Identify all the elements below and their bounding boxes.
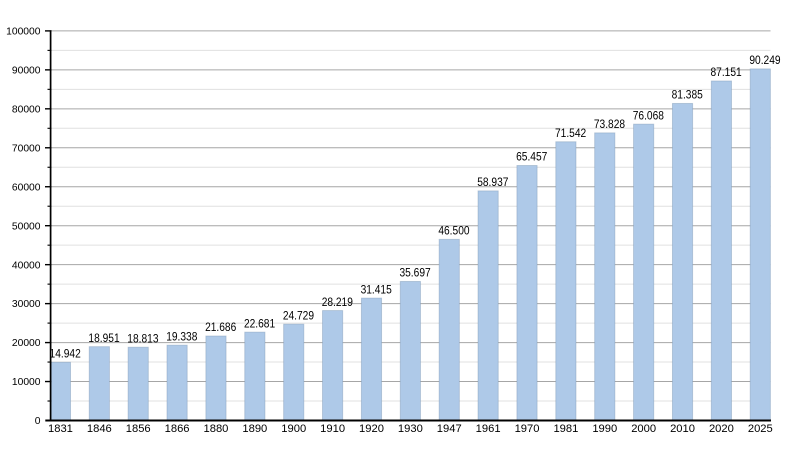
svg-text:18.813: 18.813 (127, 333, 158, 345)
svg-text:2025: 2025 (748, 423, 773, 435)
svg-text:1900: 1900 (281, 423, 306, 435)
svg-text:1866: 1866 (165, 423, 190, 435)
svg-text:21.686: 21.686 (205, 322, 236, 334)
svg-text:1930: 1930 (398, 423, 423, 435)
svg-text:1846: 1846 (87, 423, 112, 435)
svg-text:0: 0 (35, 416, 41, 427)
svg-text:28.219: 28.219 (322, 297, 353, 309)
svg-text:100000: 100000 (6, 27, 41, 38)
svg-text:22.681: 22.681 (244, 318, 275, 330)
svg-text:80000: 80000 (12, 104, 41, 115)
svg-text:90.249: 90.249 (749, 55, 780, 67)
svg-text:14.942: 14.942 (50, 348, 81, 360)
svg-text:2010: 2010 (670, 423, 695, 435)
svg-text:71.542: 71.542 (555, 128, 586, 140)
svg-text:1961: 1961 (476, 423, 501, 435)
svg-text:1831: 1831 (48, 423, 73, 435)
svg-text:76.068: 76.068 (633, 110, 664, 122)
svg-text:24.729: 24.729 (283, 310, 314, 322)
svg-text:58.937: 58.937 (477, 177, 508, 189)
svg-text:20000: 20000 (12, 338, 41, 349)
svg-text:2020: 2020 (709, 423, 734, 435)
svg-text:40000: 40000 (12, 260, 41, 271)
svg-text:1920: 1920 (359, 423, 384, 435)
svg-text:87.151: 87.151 (711, 67, 742, 79)
svg-text:1947: 1947 (437, 423, 462, 435)
svg-text:18.951: 18.951 (88, 333, 119, 345)
svg-text:1970: 1970 (515, 423, 540, 435)
svg-text:70000: 70000 (12, 143, 41, 154)
svg-text:60000: 60000 (12, 182, 41, 193)
svg-text:19.338: 19.338 (166, 331, 197, 343)
svg-text:1890: 1890 (242, 423, 267, 435)
svg-text:1990: 1990 (592, 423, 617, 435)
svg-text:1880: 1880 (204, 423, 229, 435)
svg-text:46.500: 46.500 (438, 226, 469, 238)
svg-text:1981: 1981 (553, 423, 578, 435)
svg-text:50000: 50000 (12, 221, 41, 232)
svg-text:35.697: 35.697 (399, 268, 430, 280)
svg-text:1856: 1856 (126, 423, 151, 435)
svg-text:30000: 30000 (12, 299, 41, 310)
svg-text:31.415: 31.415 (361, 284, 392, 296)
svg-text:65.457: 65.457 (516, 152, 547, 164)
svg-text:81.385: 81.385 (672, 90, 703, 102)
svg-text:2000: 2000 (631, 423, 656, 435)
svg-text:73.828: 73.828 (594, 119, 625, 131)
svg-text:10000: 10000 (12, 377, 41, 388)
svg-text:90000: 90000 (12, 65, 41, 76)
svg-text:1910: 1910 (320, 423, 345, 435)
